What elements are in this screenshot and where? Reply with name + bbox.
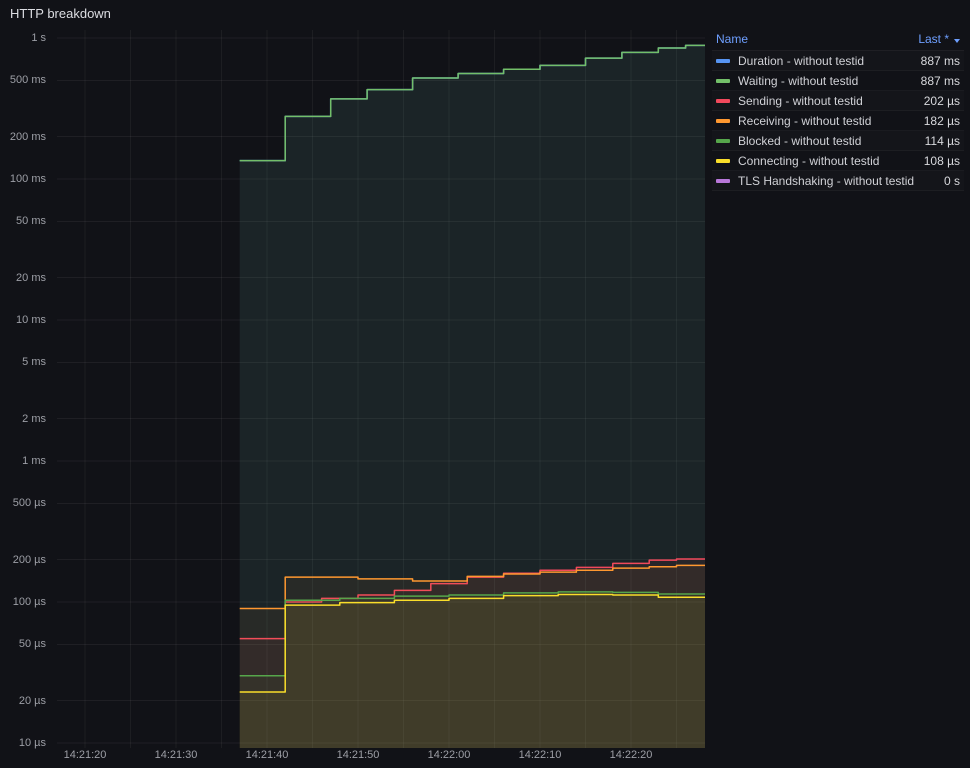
legend: Name Last * Duration - without testid 887… (712, 30, 964, 191)
legend-row[interactable]: Waiting - without testid 887 ms (712, 71, 964, 91)
legend-row[interactable]: Blocked - without testid 114 µs (712, 131, 964, 151)
series-color-swatch (716, 178, 730, 183)
legend-series-name: Blocked - without testid (738, 133, 862, 148)
legend-row[interactable]: Receiving - without testid 182 µs (712, 111, 964, 131)
y-tick-label: 20 µs (18, 694, 46, 707)
legend-series-value: 0 s (943, 173, 960, 188)
y-tick-label: 500 µs (12, 497, 46, 510)
legend-header: Name Last * (712, 30, 964, 51)
legend-series-name: Waiting - without testid (738, 73, 859, 88)
legend-series-name: TLS Handshaking - without testid (738, 173, 915, 188)
legend-series-value: 108 µs (923, 153, 960, 168)
y-tick-label: 100 ms (9, 173, 46, 185)
series-fill (239, 45, 705, 748)
series-color-swatch (716, 98, 730, 103)
legend-header-name[interactable]: Name (716, 32, 749, 46)
series-fill (239, 594, 705, 748)
legend-series-value: 887 ms (920, 53, 960, 68)
x-tick-label: 14:22:10 (518, 749, 562, 761)
y-tick-label: 100 µs (12, 596, 46, 608)
x-tick-label: 14:21:30 (154, 749, 198, 761)
series-line (239, 591, 705, 677)
series-color-swatch (716, 118, 730, 123)
sort-desc-icon (954, 39, 960, 43)
series-color-swatch (716, 58, 730, 63)
legend-row[interactable]: Connecting - without testid 108 µs (712, 151, 964, 171)
x-tick-label: 14:21:20 (63, 749, 107, 761)
series-fill (239, 558, 705, 748)
legend-row[interactable]: TLS Handshaking - without testid 0 s (712, 171, 964, 191)
y-tick-label: 1 s (31, 32, 46, 44)
legend-header-last[interactable]: Last * (918, 32, 960, 46)
series-fill (239, 565, 705, 748)
y-tick-label: 50 ms (16, 215, 46, 228)
x-tick-label: 14:22:00 (427, 749, 471, 761)
legend-row[interactable]: Sending - without testid 202 µs (712, 91, 964, 111)
series-color-swatch (716, 78, 730, 83)
y-tick-label: 1 ms (22, 455, 46, 467)
legend-header-last-label: Last * (918, 32, 949, 46)
legend-series-value: 202 µs (923, 93, 960, 108)
legend-series-value: 182 µs (923, 113, 960, 128)
legend-series-name: Receiving - without testid (738, 113, 872, 128)
legend-series-name: Sending - without testid (738, 93, 863, 108)
grid (57, 30, 705, 748)
legend-series-value: 114 µs (924, 133, 960, 148)
x-tick-label: 14:21:50 (336, 749, 380, 761)
series-color-swatch (716, 158, 730, 163)
series-line (239, 558, 705, 640)
y-tick-label: 200 µs (12, 553, 46, 566)
series-line (239, 44, 705, 162)
series-line (239, 593, 705, 693)
series-color-swatch (716, 138, 730, 143)
series-group (239, 44, 705, 748)
y-tick-label: 200 ms (9, 130, 46, 143)
y-tick-label: 5 ms (22, 356, 46, 369)
legend-series-value: 887 ms (920, 73, 960, 88)
series-fill (239, 45, 705, 748)
x-tick-label: 14:21:40 (245, 749, 289, 761)
y-tick-label: 50 µs (18, 638, 46, 651)
legend-series-name: Duration - without testid (738, 53, 865, 68)
panel-title[interactable]: HTTP breakdown (10, 6, 111, 21)
y-tick-label: 500 ms (9, 74, 46, 87)
y-tick-label: 10 µs (18, 737, 46, 749)
x-tick-label: 14:22:20 (609, 749, 653, 761)
legend-rows: Duration - without testid 887 ms Waiting -… (712, 51, 964, 191)
y-tick-label: 2 ms (22, 412, 46, 425)
series-line (239, 564, 705, 610)
legend-row[interactable]: Duration - without testid 887 ms (712, 51, 964, 71)
y-tick-label: 20 ms (16, 271, 46, 284)
legend-series-name: Connecting - without testid (738, 153, 880, 168)
series-fill (239, 591, 705, 748)
y-tick-label: 10 ms (16, 314, 46, 326)
